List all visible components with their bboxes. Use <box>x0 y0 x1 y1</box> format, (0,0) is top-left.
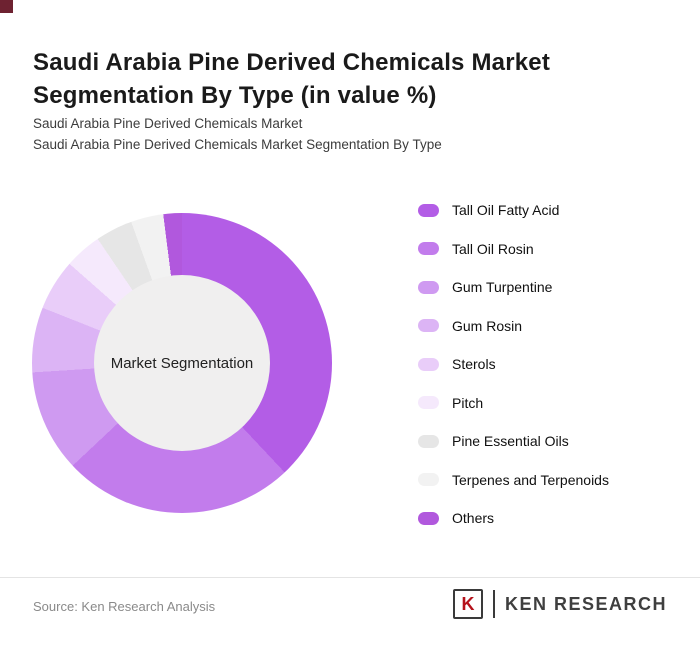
legend-swatch <box>418 319 439 332</box>
legend-item: Tall Oil Fatty Acid <box>418 200 609 220</box>
legend-swatch <box>418 280 439 294</box>
source-text: Source: Ken Research Analysis <box>33 599 216 614</box>
legend-swatch <box>418 357 439 371</box>
donut-center-label: Market Segmentation <box>110 354 254 372</box>
legend: Tall Oil Fatty Acid Tall Oil Rosin Gum Tur… <box>418 200 609 547</box>
legend-item: Tall Oil Rosin <box>418 239 609 259</box>
legend-swatch <box>418 396 439 409</box>
legend-label: Tall Oil Fatty Acid <box>452 202 560 218</box>
logo-divider <box>492 590 495 618</box>
corner-accent-square <box>0 0 13 13</box>
donut-center: Market Segmentation <box>94 275 270 451</box>
legend-item: Sterols <box>418 354 609 374</box>
subtitle-line-1: Saudi Arabia Pine Derived Chemicals Mark… <box>33 116 303 131</box>
legend-item: Others <box>418 508 609 528</box>
legend-item: Pine Essential Oils <box>418 431 609 451</box>
legend-swatch <box>418 511 439 525</box>
legend-label: Gum Turpentine <box>452 279 553 295</box>
legend-item: Pitch <box>418 393 609 413</box>
legend-label: Pine Essential Oils <box>452 433 569 449</box>
legend-swatch <box>418 473 439 486</box>
legend-label: Pitch <box>452 394 484 411</box>
legend-item: Terpenes and Terpenoids <box>418 470 609 490</box>
legend-label: Sterols <box>452 356 496 372</box>
logo-k-icon: K <box>452 589 483 619</box>
ken-research-logo: K KEN RESEARCH <box>452 589 667 619</box>
subtitle-block: Saudi Arabia Pine Derived Chemicals Mark… <box>33 113 442 155</box>
page-title: Saudi Arabia Pine Derived Chemicals Mark… <box>33 49 551 110</box>
logo-text: KEN RESEARCH <box>504 593 667 614</box>
footer-divider <box>0 577 700 578</box>
legend-label: Gum Rosin <box>452 317 523 334</box>
legend-swatch <box>418 434 439 448</box>
legend-swatch <box>418 203 439 217</box>
legend-item: Gum Turpentine <box>418 277 609 297</box>
donut-chart: Market Segmentation <box>32 213 332 513</box>
legend-label: Others <box>452 510 495 526</box>
subtitle-line-2: Saudi Arabia Pine Derived Chemicals Mark… <box>33 137 442 152</box>
legend-label: Terpenes and Terpenoids <box>452 471 609 488</box>
legend-item: Gum Rosin <box>418 316 609 336</box>
legend-label: Tall Oil Rosin <box>452 240 534 257</box>
legend-swatch <box>418 242 439 255</box>
